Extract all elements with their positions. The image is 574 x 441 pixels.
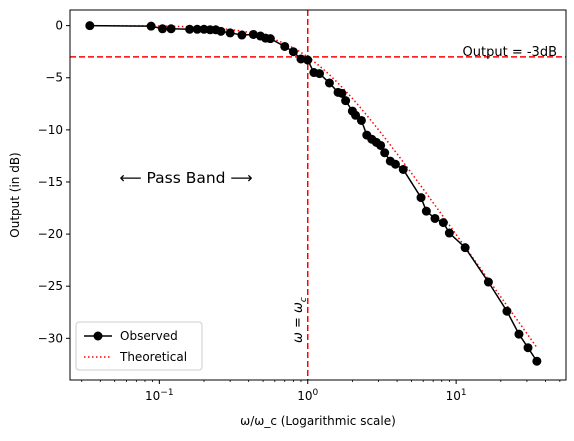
x-axis-label: ω/ω_c (Logarithmic scale) bbox=[240, 414, 396, 428]
plot-area bbox=[70, 10, 566, 380]
legend-observed-marker bbox=[93, 331, 103, 341]
observed-point bbox=[248, 29, 258, 39]
omega-c-annotation: ω = ωc bbox=[291, 297, 309, 343]
plot-frame bbox=[69, 9, 567, 381]
observed-point bbox=[376, 140, 386, 150]
legend: Observed Theoretical bbox=[75, 321, 203, 371]
omega-c-subscript: c bbox=[299, 297, 309, 302]
observed-point bbox=[225, 28, 235, 38]
observed-point bbox=[460, 243, 470, 253]
y-axis-label: Output (in dB) bbox=[8, 152, 22, 237]
legend-observed-label: Observed bbox=[120, 329, 178, 343]
observed-point bbox=[296, 54, 306, 64]
reference-lines bbox=[70, 10, 566, 380]
observed-point bbox=[265, 34, 275, 44]
observed-point bbox=[157, 24, 167, 34]
legend-theoretical-label: Theoretical bbox=[119, 350, 187, 364]
observed-point bbox=[438, 218, 448, 228]
observed-point bbox=[390, 159, 400, 169]
x-tick-label: 10−1 bbox=[145, 388, 174, 403]
legend-box bbox=[75, 321, 203, 371]
observed-point bbox=[192, 24, 202, 34]
observed-point bbox=[166, 24, 176, 34]
observed-point bbox=[337, 88, 347, 98]
observed-point bbox=[532, 356, 542, 366]
y-tick-label: −20 bbox=[38, 227, 63, 241]
observed-series bbox=[85, 21, 542, 366]
observed-point bbox=[514, 329, 524, 339]
y-tick-label: −5 bbox=[45, 71, 63, 85]
observed-point bbox=[324, 78, 334, 88]
observed-point bbox=[430, 213, 440, 223]
observed-point bbox=[421, 206, 431, 216]
y-tick-label: −25 bbox=[38, 279, 63, 293]
observed-point bbox=[185, 24, 195, 34]
observed-point bbox=[416, 193, 426, 203]
observed-point bbox=[523, 343, 533, 353]
x-axis-ticks: 10−1 100 101 bbox=[81, 380, 561, 403]
pass-band-annotation: ⟵ Pass Band ⟶ bbox=[119, 169, 252, 187]
y-tick-label: −15 bbox=[38, 175, 63, 189]
observed-point bbox=[280, 41, 290, 51]
y-tick-label: 0 bbox=[55, 19, 63, 33]
observed-point bbox=[398, 164, 408, 174]
y-axis-ticks: 0 −5 −10 −15 −20 −25 −30 bbox=[38, 19, 70, 345]
observed-point bbox=[502, 306, 512, 316]
observed-point bbox=[341, 96, 351, 106]
observed-point bbox=[85, 21, 95, 31]
observed-point bbox=[351, 110, 361, 120]
observed-point bbox=[444, 228, 454, 238]
x-tick-label: 101 bbox=[446, 388, 467, 403]
x-tick-label: 100 bbox=[297, 388, 318, 403]
observed-point bbox=[146, 21, 156, 31]
omega-c-main: ω = ω bbox=[291, 302, 306, 343]
observed-point bbox=[356, 115, 366, 125]
y-tick-label: −10 bbox=[38, 123, 63, 137]
observed-point bbox=[314, 69, 324, 79]
observed-point bbox=[303, 55, 313, 65]
observed-point bbox=[288, 47, 298, 57]
y-tick-label: −30 bbox=[38, 331, 63, 345]
observed-point bbox=[483, 277, 493, 287]
observed-point bbox=[380, 148, 390, 158]
observed-point bbox=[237, 30, 247, 40]
minus-3db-annotation: Output = -3dB bbox=[463, 45, 557, 60]
observed-point bbox=[216, 26, 226, 36]
